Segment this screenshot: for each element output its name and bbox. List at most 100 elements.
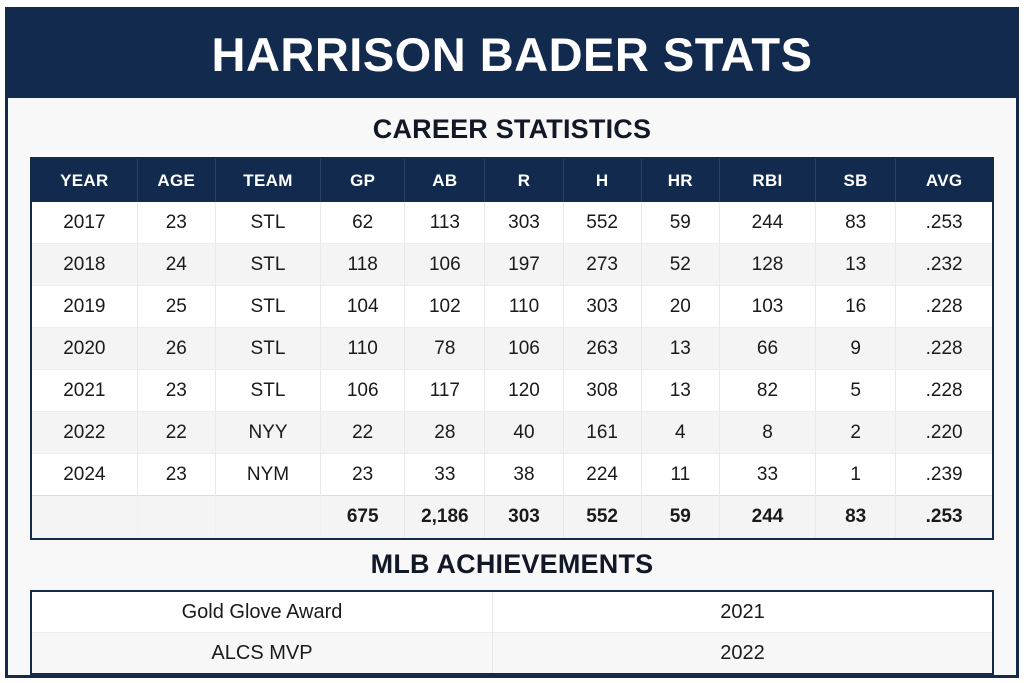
column-header-avg: AVG bbox=[895, 159, 992, 202]
cell-avg: .228 bbox=[895, 327, 992, 370]
totals-cell-hr: 59 bbox=[641, 495, 720, 538]
cell-avg: .228 bbox=[895, 285, 992, 328]
cell-age: 24 bbox=[137, 243, 216, 286]
cell-team: STL bbox=[215, 243, 322, 286]
cell-age: 23 bbox=[137, 202, 216, 244]
table-row: 2020 26 STL 110 78 106 263 13 66 9 .228 bbox=[32, 327, 992, 370]
column-header-h: H bbox=[563, 159, 642, 202]
cell-h: 263 bbox=[563, 327, 642, 370]
career-stats-table: YEAR AGE TEAM GP AB R H HR RBI SB AVG bbox=[32, 159, 992, 538]
cell-h: 308 bbox=[563, 369, 642, 412]
career-table-body: 2017 23 STL 62 113 303 552 59 244 83 .25… bbox=[32, 202, 992, 538]
cell-rbi: 33 bbox=[719, 453, 817, 496]
cell-ab: 28 bbox=[404, 411, 486, 454]
column-header-gp: GP bbox=[320, 159, 406, 202]
totals-cell-ab: 2,186 bbox=[404, 495, 486, 538]
totals-cell-gp: 675 bbox=[320, 495, 406, 538]
cell-r: 120 bbox=[484, 369, 564, 412]
cell-avg: .253 bbox=[895, 202, 992, 244]
cell-age: 25 bbox=[137, 285, 216, 328]
cell-team: STL bbox=[215, 327, 322, 370]
career-header-row: YEAR AGE TEAM GP AB R H HR RBI SB AVG bbox=[32, 159, 992, 202]
cell-hr: 13 bbox=[641, 369, 720, 412]
cell-hr: 59 bbox=[641, 202, 720, 244]
career-section-title: CAREER STATISTICS bbox=[372, 114, 652, 144]
cell-hr: 13 bbox=[641, 327, 720, 370]
table-row: 2024 23 NYM 23 33 38 224 11 33 1 .239 bbox=[32, 453, 992, 496]
cell-sb: 5 bbox=[815, 369, 897, 412]
cell-sb: 1 bbox=[815, 453, 897, 496]
cell-team: STL bbox=[215, 369, 322, 412]
cell-avg: .239 bbox=[895, 453, 992, 496]
cell-avg: .228 bbox=[895, 369, 992, 412]
cell-year: 2017 bbox=[32, 202, 138, 244]
table-row: ALCS MVP 2022 bbox=[32, 632, 992, 673]
table-row: 2017 23 STL 62 113 303 552 59 244 83 .25… bbox=[32, 202, 992, 244]
cell-avg: .232 bbox=[895, 243, 992, 286]
cell-gp: 22 bbox=[320, 411, 406, 454]
table-row: 2018 24 STL 118 106 197 273 52 128 13 .2… bbox=[32, 243, 992, 286]
cell-age: 26 bbox=[137, 327, 216, 370]
table-row: 2022 22 NYY 22 28 40 161 4 8 2 .220 bbox=[32, 411, 992, 454]
achievements-section-title: MLB ACHIEVEMENTS bbox=[370, 549, 654, 579]
cell-gp: 104 bbox=[320, 285, 406, 328]
totals-cell-rbi: 244 bbox=[719, 495, 817, 538]
cell-r: 110 bbox=[484, 285, 564, 328]
card-body: CAREER STATISTICS YEAR AGE TEAM GP bbox=[8, 98, 1016, 675]
cell-hr: 4 bbox=[641, 411, 720, 454]
cell-r: 38 bbox=[484, 453, 564, 496]
achievements-table-container: Gold Glove Award 2021 ALCS MVP 2022 bbox=[30, 590, 994, 675]
cell-rbi: 8 bbox=[719, 411, 817, 454]
cell-rbi: 128 bbox=[719, 243, 817, 286]
totals-cell-age bbox=[137, 495, 216, 538]
career-table-header: YEAR AGE TEAM GP AB R H HR RBI SB AVG bbox=[32, 159, 992, 202]
cell-h: 273 bbox=[563, 243, 642, 286]
cell-year: 2019 bbox=[32, 285, 138, 328]
cell-gp: 62 bbox=[320, 202, 406, 244]
cell-ab: 33 bbox=[404, 453, 486, 496]
cell-r: 106 bbox=[484, 327, 564, 370]
cell-rbi: 82 bbox=[719, 369, 817, 412]
cell-ab: 106 bbox=[404, 243, 486, 286]
cell-rbi: 66 bbox=[719, 327, 817, 370]
column-header-hr: HR bbox=[641, 159, 720, 202]
cell-team: STL bbox=[215, 285, 322, 328]
cell-age: 23 bbox=[137, 369, 216, 412]
totals-cell-team bbox=[215, 495, 322, 538]
cell-team: NYM bbox=[215, 453, 322, 496]
totals-cell-r: 303 bbox=[484, 495, 564, 538]
cell-hr: 52 bbox=[641, 243, 720, 286]
cell-gp: 118 bbox=[320, 243, 406, 286]
cell-h: 161 bbox=[563, 411, 642, 454]
career-stats-table-container: YEAR AGE TEAM GP AB R H HR RBI SB AVG bbox=[30, 157, 994, 540]
cell-r: 303 bbox=[484, 202, 564, 244]
cell-r: 197 bbox=[484, 243, 564, 286]
achievements-table: Gold Glove Award 2021 ALCS MVP 2022 bbox=[32, 592, 992, 673]
column-header-rbi: RBI bbox=[719, 159, 817, 202]
cell-h: 552 bbox=[563, 202, 642, 244]
totals-cell-h: 552 bbox=[563, 495, 642, 538]
cell-ab: 113 bbox=[404, 202, 486, 244]
cell-r: 40 bbox=[484, 411, 564, 454]
cell-gp: 23 bbox=[320, 453, 406, 496]
achievement-year: 2022 bbox=[492, 632, 992, 673]
cell-hr: 11 bbox=[641, 453, 720, 496]
column-header-ab: AB bbox=[404, 159, 486, 202]
cell-rbi: 244 bbox=[719, 202, 817, 244]
cell-ab: 102 bbox=[404, 285, 486, 328]
cell-h: 303 bbox=[563, 285, 642, 328]
cell-year: 2024 bbox=[32, 453, 138, 496]
cell-team: STL bbox=[215, 202, 322, 244]
cell-year: 2020 bbox=[32, 327, 138, 370]
achievement-name: ALCS MVP bbox=[32, 632, 493, 673]
card-frame: HARRISON BADER STATS CAREER STATISTICS Y… bbox=[5, 7, 1019, 678]
table-row: Gold Glove Award 2021 bbox=[32, 592, 992, 633]
cell-year: 2018 bbox=[32, 243, 138, 286]
cell-sb: 13 bbox=[815, 243, 897, 286]
achievement-name: Gold Glove Award bbox=[32, 592, 493, 633]
cell-gp: 106 bbox=[320, 369, 406, 412]
cell-age: 23 bbox=[137, 453, 216, 496]
column-header-age: AGE bbox=[137, 159, 216, 202]
cell-year: 2022 bbox=[32, 411, 138, 454]
cell-gp: 110 bbox=[320, 327, 406, 370]
